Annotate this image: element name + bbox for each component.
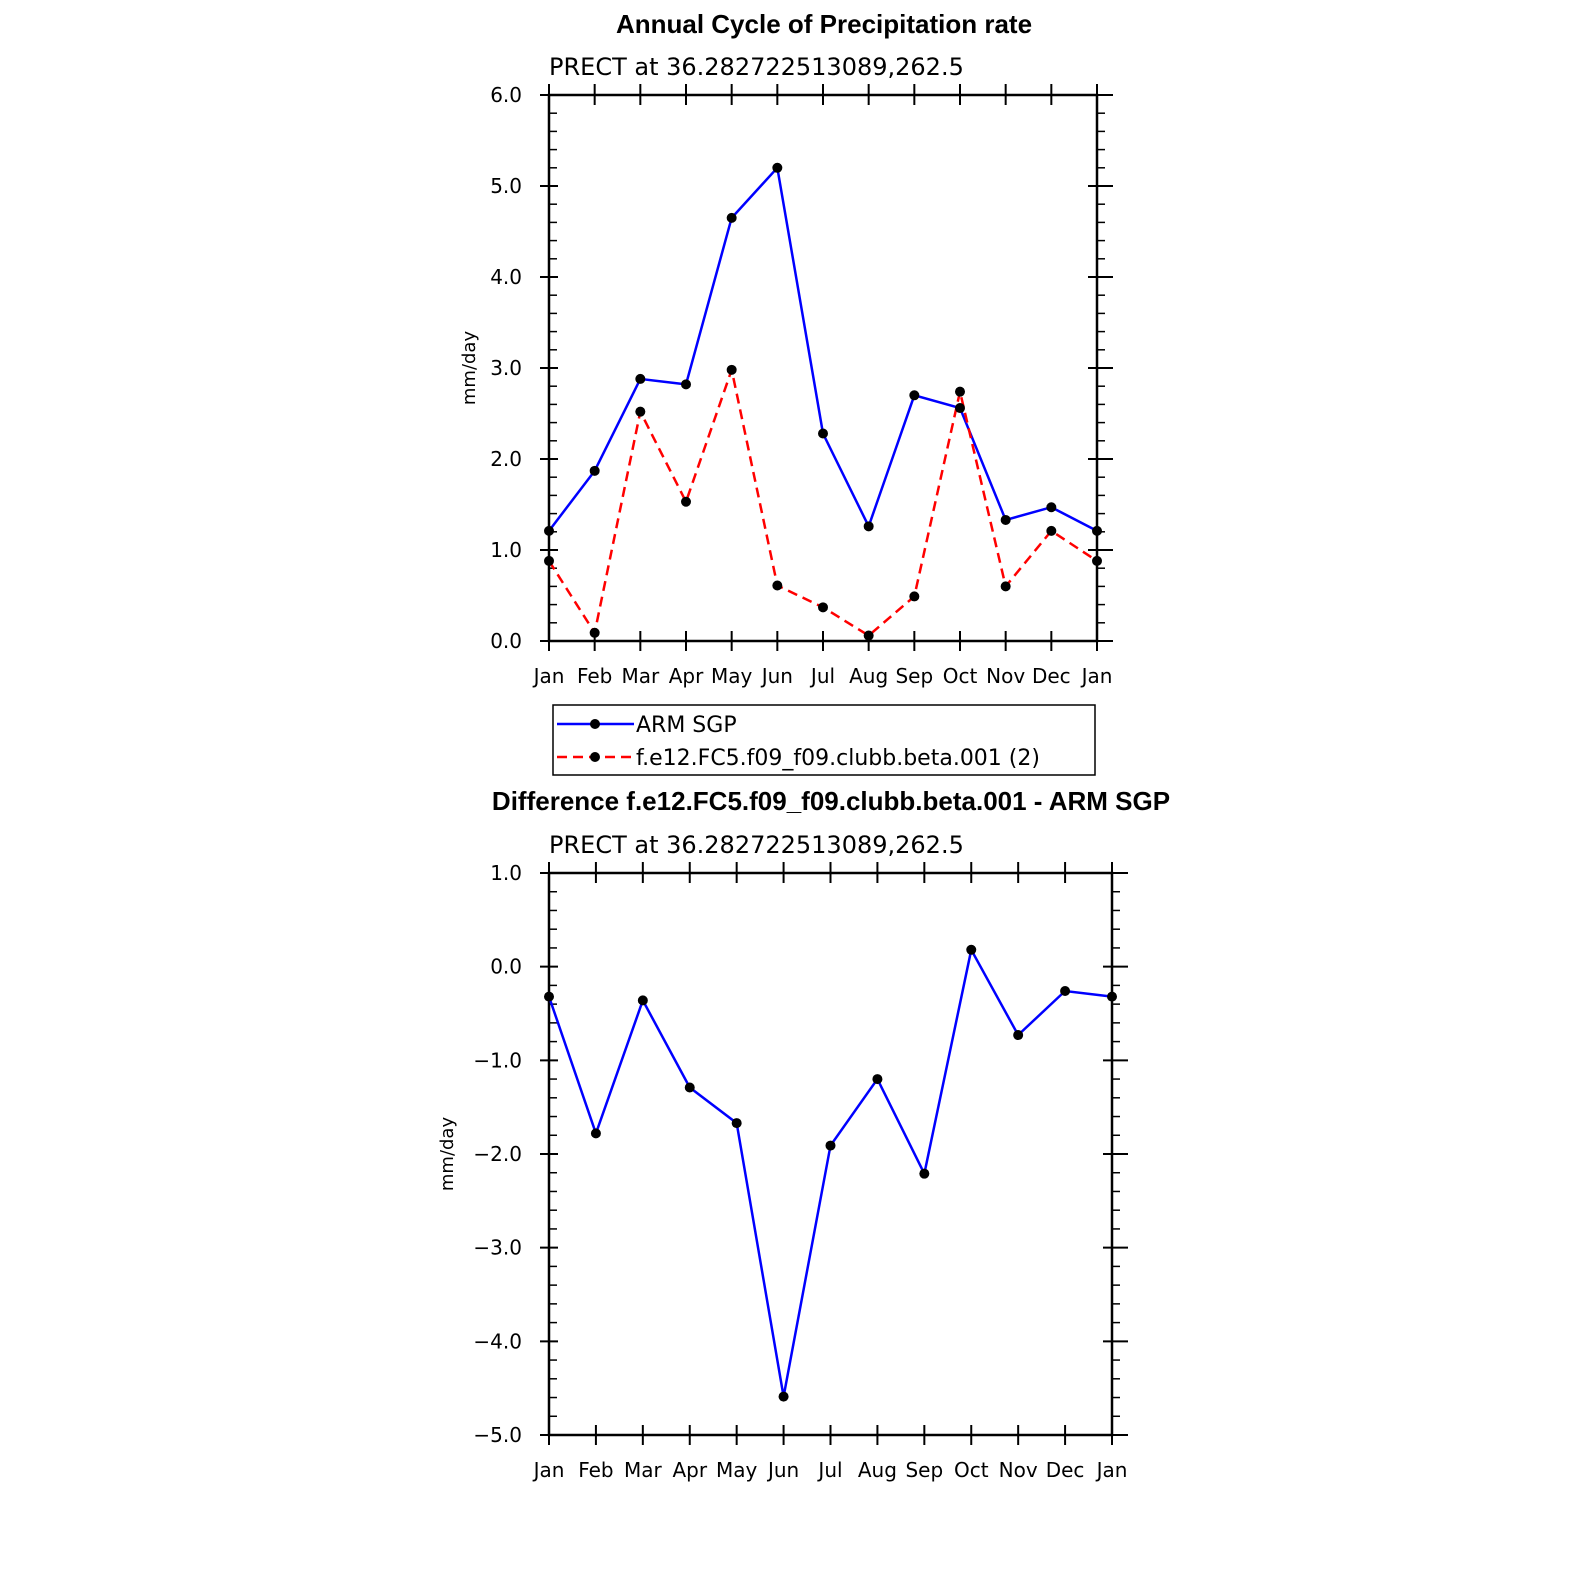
chart1-series-1-point [589,627,600,638]
chart2-xtick-label: Apr [672,1458,707,1482]
chart1-xtick-label: Dec [1032,664,1071,688]
chart2-series-0-point [919,1168,930,1179]
chart1-series-0-point [1092,525,1102,536]
legend-marker-model [590,752,600,762]
chart1-series-0-point [909,390,920,401]
legend-box [552,704,1096,776]
chart2-series-0-point [731,1118,742,1129]
chart1-xtick-label: Jun [760,664,793,688]
chart1-ytick-label: 4.0 [490,265,522,289]
chart1-ytick-label: 5.0 [490,174,522,198]
chart1-series-0-point [1000,514,1011,525]
chart2-xtick-label: Jul [816,1458,842,1482]
chart2-ytick-label: −5.0 [473,1423,522,1447]
chart2-xtick-label: Nov [999,1458,1038,1482]
chart1-xtick-label: Feb [577,664,612,688]
chart2-xtick-label: May [716,1458,758,1482]
chart1-ytick-label: 1.0 [490,538,522,562]
chart2-series-0-point [1060,986,1071,997]
chart1-xtick-label: May [711,664,753,688]
chart1-ytick-label: 6.0 [490,83,522,107]
chart2-xtick-label: Jan [1095,1458,1128,1482]
chart2-series-0-point [1107,991,1117,1002]
chart2-ytick-label: −1.0 [473,1048,522,1072]
chart1-series-line-1 [547,365,1098,638]
chart1-series-0-point [726,212,737,223]
chart1-xtick-label: Jan [532,664,565,688]
chart1-xtick-label: Nov [986,664,1025,688]
legend-marker-arm-sgp [590,719,600,729]
chart1-series-1-point [681,496,691,507]
chart1-series-1-point [772,580,783,591]
chart1-series-0-point [544,525,554,536]
chart1-series-0-point [772,162,783,173]
chart1-series-0-point [863,521,874,532]
chart1-series-1-point [863,630,874,641]
chart2-title: Difference f.e12.FC5.f09_f09.clubb.beta.… [492,786,1170,816]
chart2-plot: −5.0 −4.0 −3.0 −2.0 −1.0 0.0 1.0 Jan Feb Mar Apr Ma… [473,861,1128,1482]
chart1-xtick-label: Mar [621,664,660,688]
chart2-series-0-point [637,995,648,1006]
chart2-ytick-label: −2.0 [473,1142,522,1166]
chart1-series-1-point [1046,525,1057,536]
chart1-xtick-label: Aug [849,664,888,688]
chart2-xtick-label: Mar [624,1458,663,1482]
chart2-ytick-label: −3.0 [473,1236,522,1260]
chart2-xtick-label: Sep [905,1458,943,1482]
chart1-ytick-label: 0.0 [490,629,522,653]
chart2-frame [547,871,1114,1437]
chart2-ytick-label: −4.0 [473,1329,522,1353]
chart1-series-1-point [955,386,965,397]
chart1-series-1-point [818,602,828,613]
chart1-series-0-point [955,403,965,414]
chart1-legend: ARM SGP f.e12.FC5.f09_f09.clubb.beta.001… [552,704,1096,776]
chart1-subtitle: PRECT at 36.282722513089,262.5 [549,53,964,81]
chart2-series-0-point [825,1140,836,1151]
chart2-xtick-label: Aug [858,1458,897,1482]
chart2-series-0-point [1013,1030,1024,1041]
chart1-xtick-label: Apr [669,664,704,688]
chart2-xtick-label: Oct [954,1458,989,1482]
chart1-plot: 0.0 1.0 2.0 3.0 4.0 5.0 6.0 Jan Feb Mar Apr May Jun J… [490,83,1113,688]
chart2-xtick-label: Feb [578,1458,613,1482]
chart2-series-0-point [590,1128,601,1139]
chart1-series-1-point [1092,555,1102,566]
chart1-xtick-label: Jan [1080,664,1113,688]
chart1-frame [547,93,1099,643]
chart1-xtick-label: Oct [943,664,978,688]
chart2-series-0-point [778,1391,789,1402]
chart2-series-line-0 [547,946,1113,1397]
chart1-series-1-point [909,591,920,602]
legend-label-model: f.e12.FC5.f09_f09.clubb.beta.001 (2) [636,746,1040,771]
chart2-series-0-point [966,944,977,955]
legend-label-arm-sgp: ARM SGP [636,713,737,738]
chart2-ytick-label: 1.0 [490,861,522,885]
chart1-ytick-label: 2.0 [490,447,522,471]
chart1-series-0-point [1046,502,1057,513]
chart1-series-1-point [1000,581,1011,592]
chart2-series-0-point [872,1074,883,1085]
chart1-series-1-point [635,406,646,417]
chart2-ytick-label: 0.0 [490,955,522,979]
chart2-xtick-label: Jun [766,1458,799,1482]
chart1-xtick-label: Jul [809,664,835,688]
chart2-series-0-point [684,1082,695,1093]
chart1-ylabel: mm/day [459,331,480,406]
chart1-ytick-label: 3.0 [490,356,522,380]
chart1-series-0-point [589,465,600,476]
chart1-title: Annual Cycle of Precipitation rate [616,9,1032,39]
chart1-series-0-point [681,379,691,390]
chart1-series-line-0 [548,165,1098,532]
chart1-series-1-point [544,555,554,566]
chart1-series-1-point [726,364,737,375]
chart2-series-0-point [544,991,554,1002]
chart2-xtick-label: Jan [532,1458,565,1482]
chart2-xtick-label: Dec [1046,1458,1085,1482]
chart2-subtitle: PRECT at 36.282722513089,262.5 [549,831,964,859]
chart2-ylabel: mm/day [437,1117,458,1192]
chart1-xtick-label: Sep [895,664,933,688]
chart1-series-0-point [635,373,646,384]
chart1-series-0-point [818,428,828,439]
